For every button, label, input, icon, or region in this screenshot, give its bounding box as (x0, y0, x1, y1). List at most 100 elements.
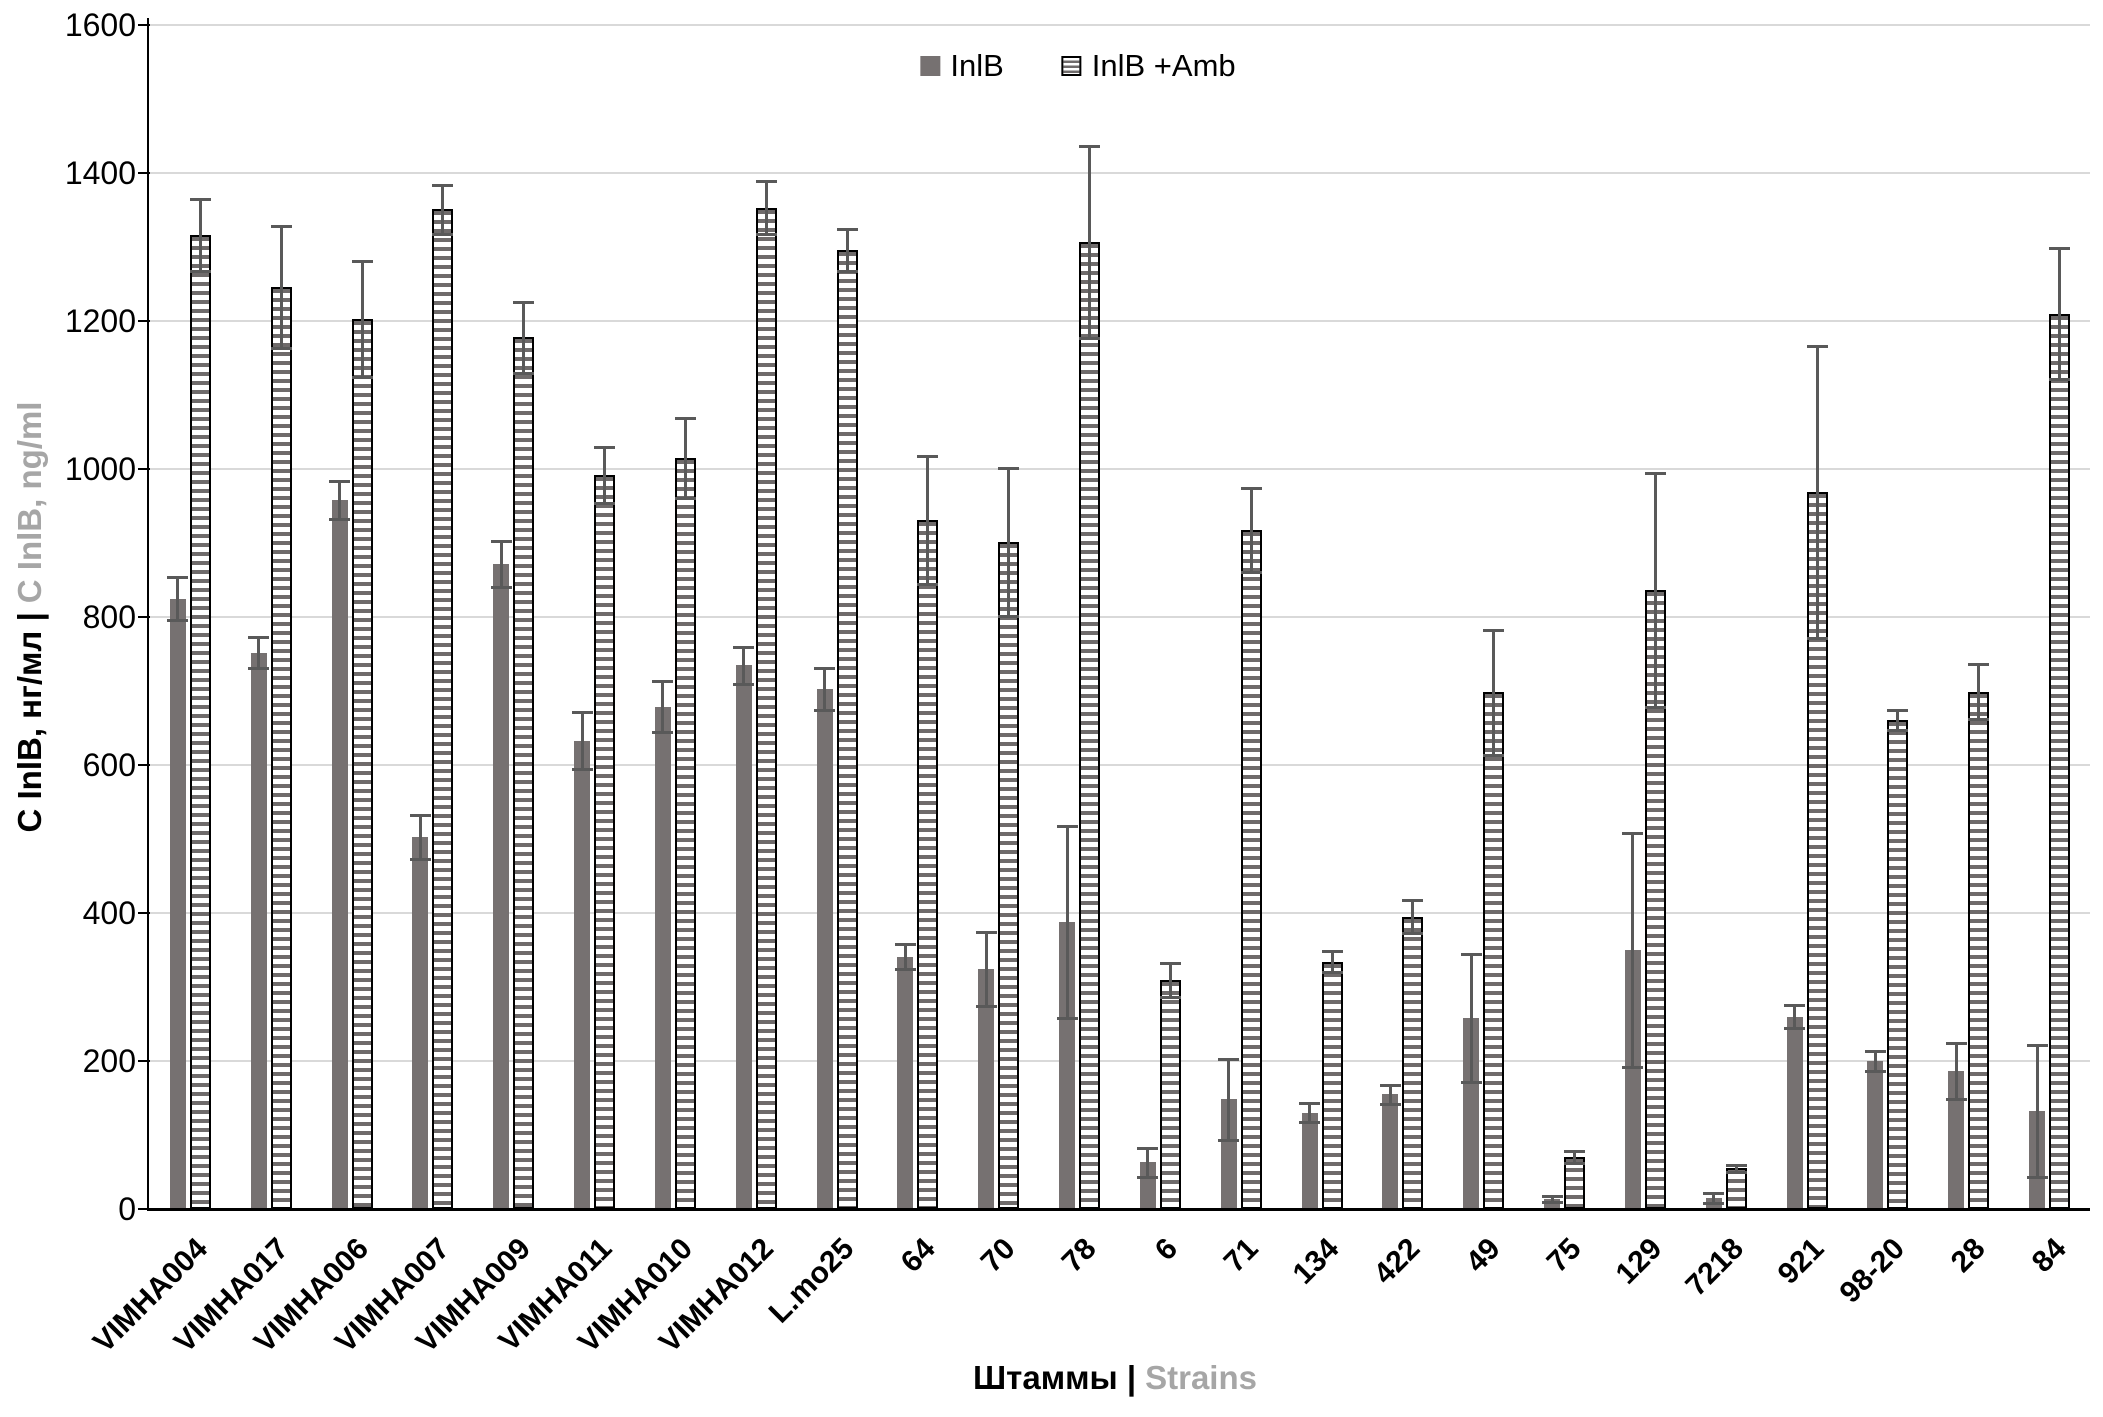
bar-inlb-amb (351, 318, 373, 1209)
legend-item-inlb-amb[interactable]: InlB +Amb (1061, 48, 1236, 84)
error-bar-line (823, 668, 827, 710)
error-bar-line (580, 711, 584, 770)
error-bar-cap-bottom (1240, 570, 1262, 574)
error-bar-cap-bottom (1379, 1102, 1401, 1106)
error-bar-line (499, 540, 503, 587)
error-bar-line (845, 229, 849, 271)
y-tick-label: 1600 (64, 7, 136, 43)
error-bar-cap-top (1945, 1042, 1967, 1046)
error-bar-cap-bottom (513, 371, 535, 375)
error-bar-cap-bottom (490, 585, 512, 589)
error-bar-line (1550, 1196, 1554, 1203)
error-bar-cap-top (1644, 472, 1666, 476)
y-tick-mark (138, 172, 150, 174)
gridline (150, 616, 2090, 618)
x-axis-line (147, 1208, 2090, 1211)
y-tick-mark (138, 912, 150, 914)
error-bar-cap-bottom (594, 502, 616, 506)
error-bar-line (1146, 1147, 1150, 1178)
x-tick-label: 75 (1540, 1231, 1588, 1279)
x-axis-title-secondary: Strains (1145, 1359, 1257, 1396)
legend-label-inlb: InlB (950, 48, 1004, 83)
x-tick-label: 921 (1771, 1231, 1831, 1291)
bar-inlb-amb (1887, 719, 1909, 1209)
x-axis-title: Штаммы | Strains (973, 1359, 1257, 1397)
error-bar-cap-top (1240, 486, 1262, 490)
x-tick-label: 71 (1217, 1231, 1265, 1279)
gridline (150, 468, 2090, 470)
error-bar-cap-bottom (2049, 378, 2071, 382)
y-tick-label: 600 (82, 747, 136, 783)
bar-inlb-amb (270, 286, 292, 1209)
bar-inlb-amb (1321, 961, 1343, 1209)
error-bar-cap-top (1564, 1150, 1586, 1154)
error-bar-cap-top (652, 679, 674, 683)
error-bar-line (764, 181, 768, 235)
error-bar-line (742, 646, 746, 684)
error-bar-cap-bottom (1887, 729, 1909, 733)
gridline (150, 912, 2090, 914)
y-tick-mark (138, 616, 150, 618)
error-bar-cap-top (571, 710, 593, 714)
error-bar-line (661, 680, 665, 733)
error-bar-cap-top (1079, 144, 1101, 148)
y-tick-mark (138, 764, 150, 766)
error-bar-line (257, 636, 261, 669)
bar-inlb (250, 652, 267, 1209)
error-bar-cap-top (836, 228, 858, 232)
error-bar-line (1308, 1103, 1312, 1123)
error-bar-cap-top (432, 183, 454, 187)
error-bar-cap-top (248, 635, 270, 639)
error-bar-cap-bottom (270, 346, 292, 350)
y-axis-title: С InlB, нг/мл | C InlB, ng/ml (11, 402, 49, 833)
error-bar-cap-bottom (674, 496, 696, 500)
bar-inlb-amb (513, 337, 535, 1209)
error-bar-cap-top (1159, 961, 1181, 965)
error-bar-cap-top (1864, 1049, 1886, 1053)
bar-inlb-amb (1240, 529, 1262, 1209)
error-bar-cap-top (329, 479, 351, 483)
gridline (150, 1060, 2090, 1062)
error-bar-line (2035, 1045, 2039, 1178)
bar-inlb (1139, 1162, 1156, 1209)
error-bar-cap-bottom (1321, 971, 1343, 975)
error-bar-cap-top (814, 667, 836, 671)
bar-inlb (897, 956, 914, 1209)
error-bar-cap-bottom (1402, 931, 1424, 935)
error-bar-cap-top (490, 539, 512, 543)
y-tick-label: 400 (82, 895, 136, 931)
error-bar-line (441, 184, 445, 234)
legend-swatch-solid-icon (920, 56, 941, 76)
error-bar-cap-bottom (1622, 1065, 1644, 1069)
error-bar-line (522, 301, 526, 373)
error-bar-line (1492, 629, 1496, 756)
bar-inlb-amb (755, 207, 777, 1209)
error-bar-cap-top (1483, 628, 1505, 632)
bar-inlb-amb (917, 520, 939, 1209)
error-bar-line (1631, 833, 1635, 1067)
error-bar-cap-top (674, 416, 696, 420)
error-bar-cap-bottom (1806, 636, 1828, 640)
error-bar-cap-top (975, 930, 997, 934)
error-bar-line (1573, 1151, 1577, 1164)
bar-inlb (331, 500, 348, 1209)
error-bar-cap-bottom (1218, 1139, 1240, 1143)
error-bar-cap-top (409, 813, 431, 817)
x-tick-label: 64 (894, 1231, 942, 1279)
error-bar-cap-bottom (998, 614, 1020, 618)
bar-inlb-amb (2049, 313, 2071, 1209)
error-bar-cap-bottom (1945, 1098, 1967, 1102)
error-bar-cap-bottom (167, 618, 189, 622)
error-bar-cap-top (1379, 1083, 1401, 1087)
error-bar-cap-top (1299, 1102, 1321, 1106)
error-bar-cap-top (513, 300, 535, 304)
error-bar-cap-top (594, 445, 616, 449)
error-bar-line (1411, 900, 1415, 933)
error-bar-line (603, 446, 607, 504)
legend-item-inlb[interactable]: InlB (920, 48, 1004, 84)
legend-label-inlb-amb: InlB +Amb (1091, 48, 1236, 83)
x-tick-label: 28 (1945, 1231, 1993, 1279)
error-bar-cap-bottom (814, 708, 836, 712)
error-bar-cap-bottom (409, 857, 431, 861)
